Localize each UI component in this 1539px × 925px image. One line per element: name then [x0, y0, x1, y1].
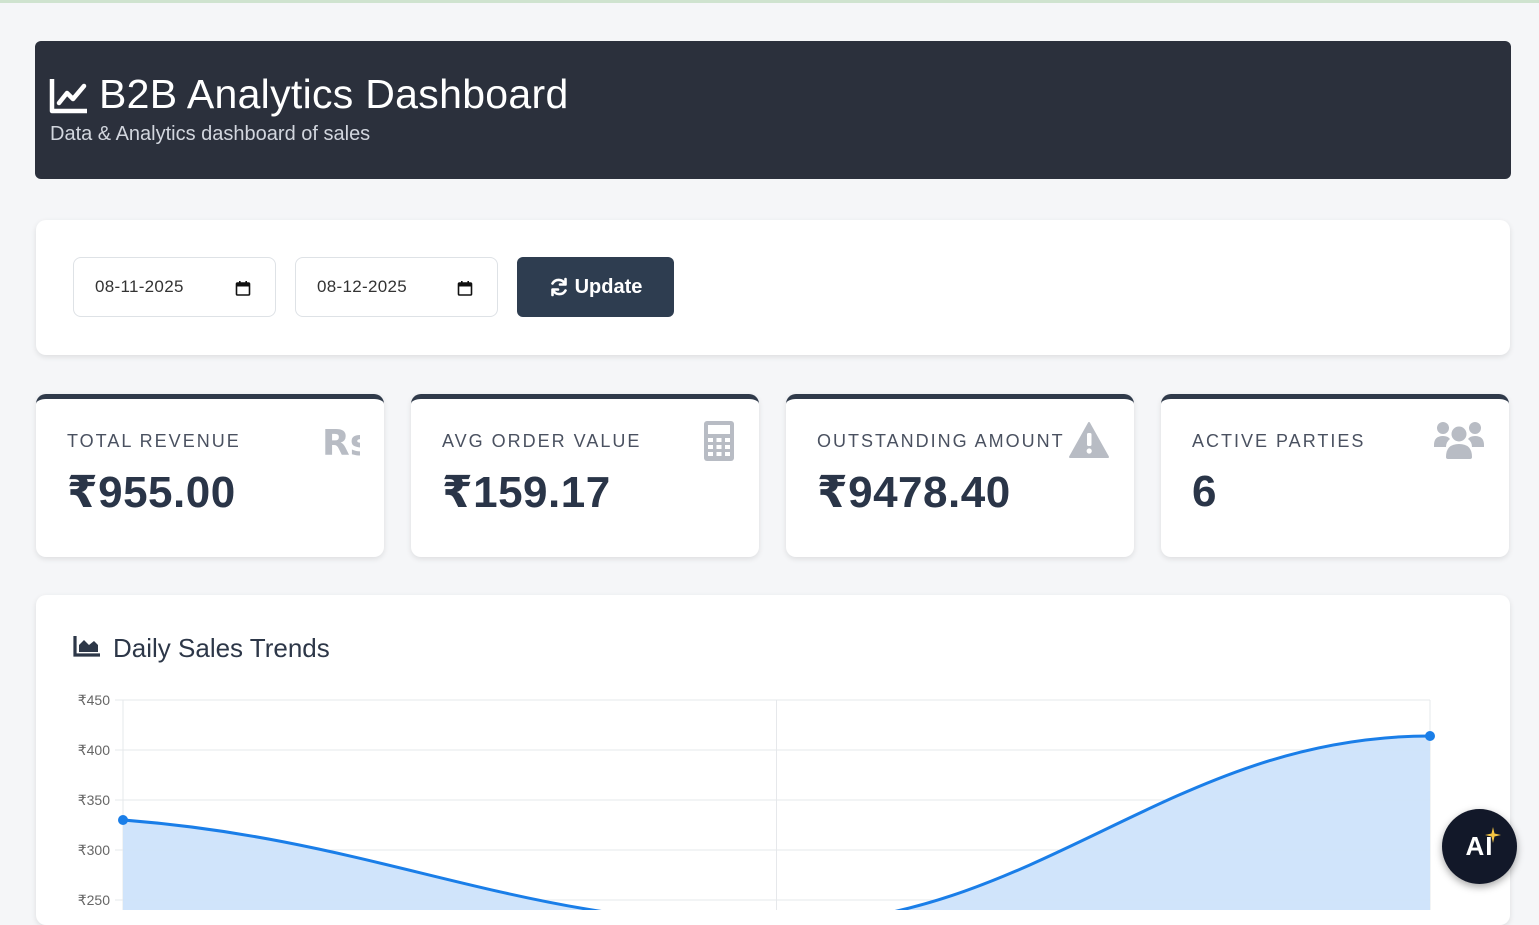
- end-date-value: 08-12-2025: [317, 277, 407, 296]
- stat-label: OUTSTANDING AMOUNT: [817, 431, 1065, 451]
- y-tick-label: ₹300: [78, 842, 110, 858]
- stat-label: AVG ORDER VALUE: [442, 431, 642, 451]
- sales-trend-chart[interactable]: ₹450 ₹400 ₹350 ₹300 ₹250: [36, 595, 1510, 910]
- sparkle-icon: [1485, 827, 1501, 843]
- y-tick-label: ₹450: [78, 692, 110, 708]
- update-button[interactable]: Update: [517, 257, 674, 317]
- stat-label: TOTAL REVENUE: [67, 431, 241, 451]
- series-line: [122, 734, 1431, 910]
- update-button-label: Update: [574, 275, 643, 298]
- stat-value: ₹159.17: [442, 468, 611, 517]
- chart-title: Daily Sales Trends: [113, 633, 330, 663]
- users-icon: [1433, 419, 1485, 466]
- header-title-row: B2B Analytics Dashboard: [49, 71, 569, 118]
- stat-card-outstanding-amount: OUTSTANDING AMOUNT ₹9478.40: [786, 394, 1134, 557]
- warning-icon: [1068, 421, 1110, 464]
- top-border: [0, 0, 1539, 3]
- ai-button-label: AI: [1465, 831, 1494, 861]
- data-point: [1425, 731, 1435, 741]
- stat-value: ₹9478.40: [817, 468, 1011, 517]
- start-date-input[interactable]: 08-11-2025: [73, 257, 276, 317]
- stat-card-active-parties: ACTIVE PARTIES 6: [1161, 394, 1509, 557]
- y-tick-label: ₹400: [78, 742, 110, 758]
- series-area: [123, 736, 1430, 910]
- stat-value: 6: [1192, 467, 1217, 516]
- y-tick-label: ₹350: [78, 792, 110, 808]
- page-subtitle: Data & Analytics dashboard of sales: [50, 123, 371, 145]
- rupee-icon: Rs: [322, 421, 371, 466]
- end-date-input[interactable]: 08-12-2025: [295, 257, 498, 317]
- dashboard-header: B2B Analytics Dashboard Data & Analytics…: [35, 41, 1511, 179]
- start-date-value: 08-11-2025: [95, 277, 184, 296]
- area-chart-icon: [73, 634, 101, 663]
- stat-value: ₹955.00: [67, 468, 236, 517]
- refresh-icon: [550, 277, 567, 297]
- calculator-icon: [703, 420, 735, 467]
- date-filter-card: 08-11-2025 08-12-2025: [36, 220, 1510, 355]
- data-point: [118, 815, 128, 825]
- calendar-icon[interactable]: [235, 280, 251, 296]
- svg-text:Rs: Rs: [322, 423, 360, 461]
- daily-sales-chart-card: Daily Sales Trends ₹450 ₹400 ₹350 ₹300 ₹250: [36, 595, 1510, 925]
- stat-card-total-revenue: TOTAL REVENUE ₹955.00 Rs: [36, 394, 384, 557]
- chart-line-icon: [49, 75, 89, 115]
- y-tick-label: ₹250: [78, 892, 110, 908]
- chart-header: Daily Sales Trends: [73, 633, 330, 664]
- stat-card-avg-order-value: AVG ORDER VALUE ₹159.17: [411, 394, 759, 557]
- calendar-icon[interactable]: [457, 280, 473, 296]
- stat-label: ACTIVE PARTIES: [1192, 431, 1366, 451]
- ai-assistant-button[interactable]: AI: [1442, 809, 1517, 884]
- page-title: B2B Analytics Dashboard: [99, 71, 569, 117]
